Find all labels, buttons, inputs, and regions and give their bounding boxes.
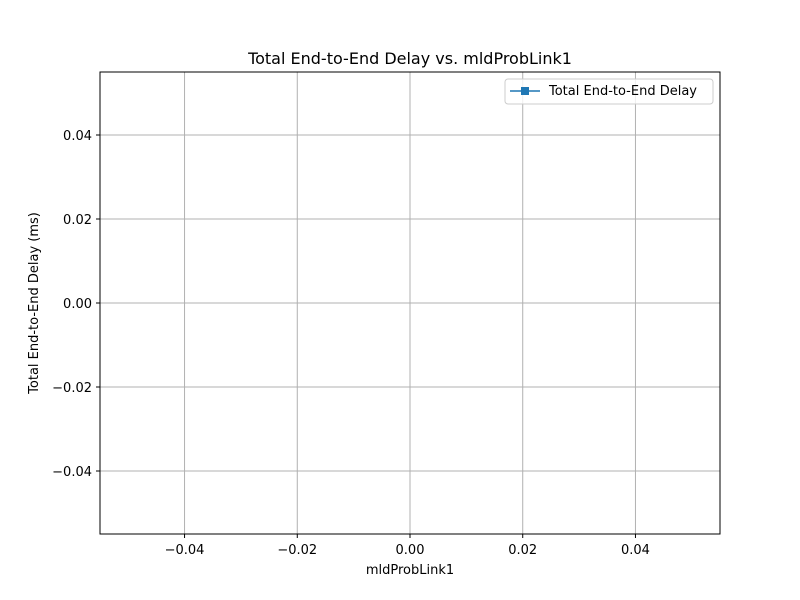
y-tick-label: −0.02: [52, 381, 92, 396]
y-axis-label: Total End-to-End Delay (ms): [27, 212, 42, 395]
chart-title: Total End-to-End Delay vs. mldProbLink1: [247, 49, 572, 68]
y-tick-label: 0.00: [63, 297, 92, 312]
x-tick-label: −0.04: [165, 543, 205, 558]
x-axis-label: mldProbLink1: [366, 563, 454, 578]
plot-area-frame: [99, 71, 721, 535]
y-axis-ticks: −0.04 −0.02 0.00 0.02 0.04: [52, 129, 100, 480]
legend-box: [504, 78, 714, 105]
x-tick-label: 0.00: [396, 543, 425, 558]
y-tick-label: −0.04: [52, 465, 92, 480]
grid-lines: [100, 72, 720, 534]
legend: Total End-to-End Delay: [504, 78, 714, 105]
x-axis-ticks: −0.04 −0.02 0.00 0.02 0.04: [165, 534, 650, 558]
x-tick-label: 0.04: [621, 543, 650, 558]
y-tick-label: 0.02: [63, 213, 92, 228]
x-tick-label: −0.02: [277, 543, 317, 558]
y-tick-label: 0.04: [63, 129, 92, 144]
x-tick-label: 0.02: [508, 543, 537, 558]
legend-series-marker: [521, 87, 529, 95]
legend-series-label: Total End-to-End Delay: [548, 84, 697, 99]
